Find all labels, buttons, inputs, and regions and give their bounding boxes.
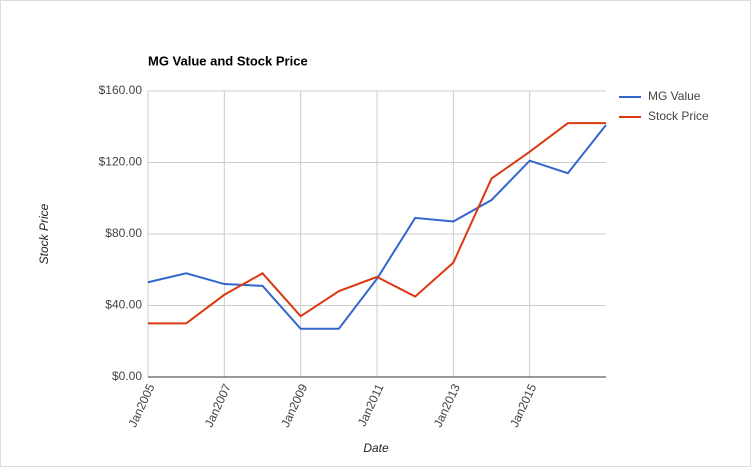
y-axis-label: Stock Price — [37, 203, 51, 264]
y-tick-label: $40.00 — [105, 298, 142, 312]
y-tick-label: $0.00 — [112, 369, 142, 383]
chart-title: MG Value and Stock Price — [148, 53, 308, 68]
y-tick-label: $80.00 — [105, 226, 142, 240]
legend-label: MG Value — [648, 89, 701, 103]
y-tick-label: $160.00 — [99, 83, 143, 97]
line-series — [147, 124, 607, 330]
x-axis-label: Date — [363, 441, 389, 455]
y-tick-label: $120.00 — [99, 155, 143, 169]
line-series — [148, 122, 606, 325]
legend-label: Stock Price — [648, 109, 709, 123]
